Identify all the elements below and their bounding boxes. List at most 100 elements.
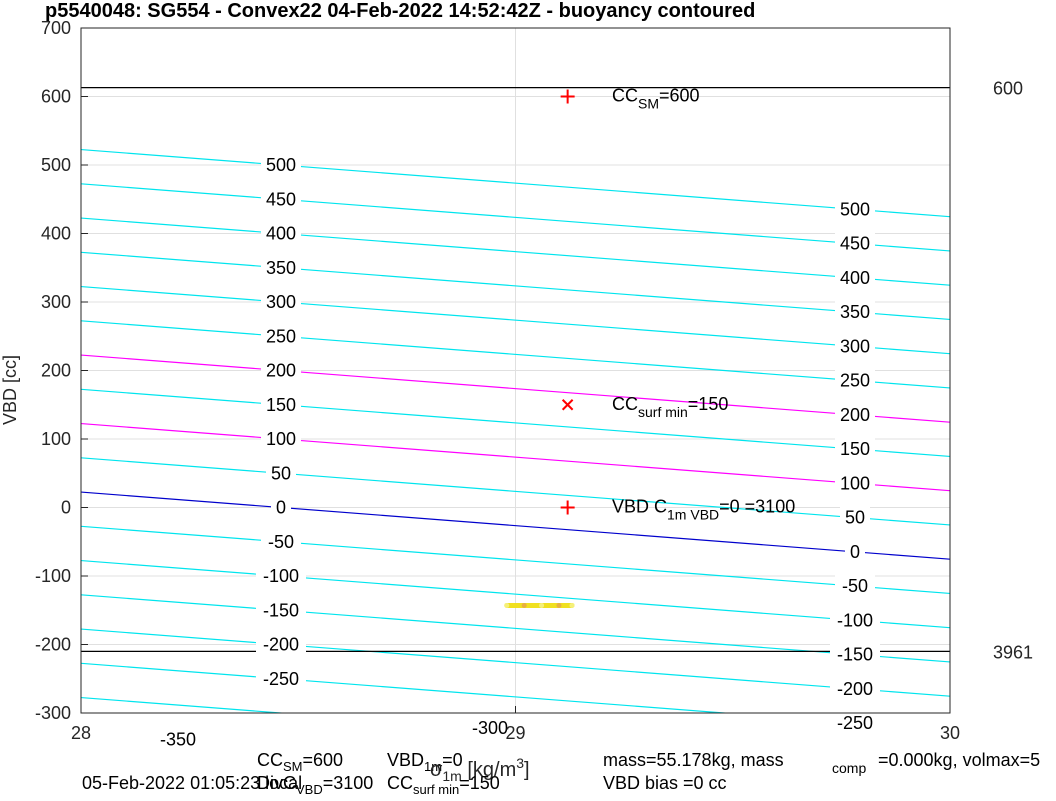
y-tick-label: 400 [41, 224, 71, 244]
contour-line [81, 422, 950, 492]
contour-line [81, 354, 950, 423]
contour-label: 400 [840, 268, 870, 288]
marker-label-sub: 1m VBD [667, 507, 719, 523]
reference-line-label: 3961 [993, 642, 1033, 662]
contour-label-bg [840, 506, 870, 527]
y-tick-label: 200 [41, 361, 71, 381]
contour-label-bg [835, 575, 875, 596]
contour-lines [81, 148, 950, 713]
x-tick-label: 30 [940, 723, 960, 743]
contour-label: 300 [840, 336, 870, 356]
contour-label-bg [261, 359, 301, 380]
y-tick-label: 700 [41, 18, 71, 38]
contour-label-bg [256, 565, 306, 586]
footer-cc-sm: CCSM=600 [257, 750, 343, 774]
chart-title: p5540048: SG554 - Convex22 04-Feb-2022 1… [45, 0, 755, 22]
plus-marker [560, 500, 575, 515]
contour-label-bg [261, 154, 301, 175]
contour-label-bg [830, 712, 880, 733]
contour-label-bg [835, 472, 875, 493]
y-tick-label: 500 [41, 155, 71, 175]
contour-label: -150 [837, 645, 873, 665]
contour-label: -250 [263, 669, 299, 689]
contour-label: -50 [268, 532, 294, 552]
contour-line [81, 696, 289, 713]
contour-label-bg [153, 728, 203, 749]
contour-label-bg [261, 256, 301, 277]
trace-point [569, 602, 575, 608]
footer-date: 05-Feb-2022 01:05:23 local [82, 773, 302, 793]
contour-label-bg [256, 633, 306, 654]
trace-point [504, 602, 510, 608]
marker-label-sub: SM [638, 96, 659, 112]
contour-label-bg [261, 530, 301, 551]
contour-label-bg [261, 325, 301, 346]
y-tick-label: -100 [35, 566, 71, 586]
contour-labels: 500450400350300250200150100500-50-100-15… [153, 154, 880, 750]
contour-label: -150 [263, 600, 299, 620]
x-tick-label: 28 [71, 723, 91, 743]
marker-label-sub: surf min [638, 404, 688, 420]
contour-label: 400 [266, 224, 296, 244]
y-tick-label: 600 [41, 87, 71, 107]
contour-line [81, 388, 950, 458]
contour-label: -250 [837, 713, 873, 733]
y-tick-label: 300 [41, 292, 71, 312]
contour-line [81, 662, 733, 713]
contour-label-bg [271, 496, 291, 517]
y-tick-label: 0 [61, 498, 71, 518]
contour-line [81, 628, 950, 697]
contour-label: -300 [472, 718, 508, 738]
contour-label-bg [835, 403, 875, 424]
contour-label-bg [261, 188, 301, 209]
reference-lines: 600 3961 [81, 79, 1033, 662]
contour-label: 350 [266, 258, 296, 278]
contour-label-bg [266, 462, 296, 483]
y-tick-label: 100 [41, 429, 71, 449]
contour-label: 150 [266, 395, 296, 415]
contour-label: 250 [840, 371, 870, 391]
trace-point [539, 602, 545, 608]
contour-label: -50 [842, 576, 868, 596]
contour-label: 50 [845, 508, 865, 528]
marker-label-tail: =600 [659, 86, 700, 106]
contour-line [81, 491, 950, 560]
contour-label: 0 [850, 542, 860, 562]
contour-label: 250 [266, 326, 296, 346]
contour-label-bg [835, 369, 875, 390]
contour-label: 150 [840, 439, 870, 459]
contour-label-bg [835, 301, 875, 322]
contour-label: -350 [160, 730, 196, 750]
contour-label: 300 [266, 292, 296, 312]
contour-line [81, 525, 950, 595]
contour-label-bg [835, 198, 875, 219]
contour-label-bg [830, 609, 880, 630]
y-tick-label: -200 [35, 635, 71, 655]
contour-line [81, 559, 950, 629]
footer-mass-tail: =0.000kg, volmax=5 [878, 750, 1040, 770]
contour-label-bg [256, 599, 306, 620]
contour-label-bg [830, 677, 880, 698]
contour-label: -100 [263, 566, 299, 586]
plus-marker [560, 89, 575, 104]
footer-vbd-bias: VBD bias =0 cc [603, 773, 727, 793]
contour-label-bg [256, 667, 306, 688]
marker-label-tail: =0 =3100 [719, 497, 795, 517]
footer-cc-sm-sub: SM [283, 759, 303, 774]
contour-line [81, 251, 950, 321]
contour-label: 50 [271, 463, 291, 483]
contour-label: -200 [263, 635, 299, 655]
x-tick-label: 29 [505, 723, 525, 743]
contour-label-bg [261, 428, 301, 449]
y-tick-label: -300 [35, 703, 71, 723]
x-marker [561, 399, 574, 411]
footer-comp: comp [832, 760, 866, 776]
contour-label: 100 [266, 429, 296, 449]
reference-line-label: 600 [993, 79, 1023, 99]
contour-label-bg [845, 540, 865, 561]
y-axis-label: VBD [cc] [0, 355, 20, 425]
contour-label-bg [261, 393, 301, 414]
contour-label-bg [830, 643, 880, 664]
contour-label: 450 [266, 189, 296, 209]
